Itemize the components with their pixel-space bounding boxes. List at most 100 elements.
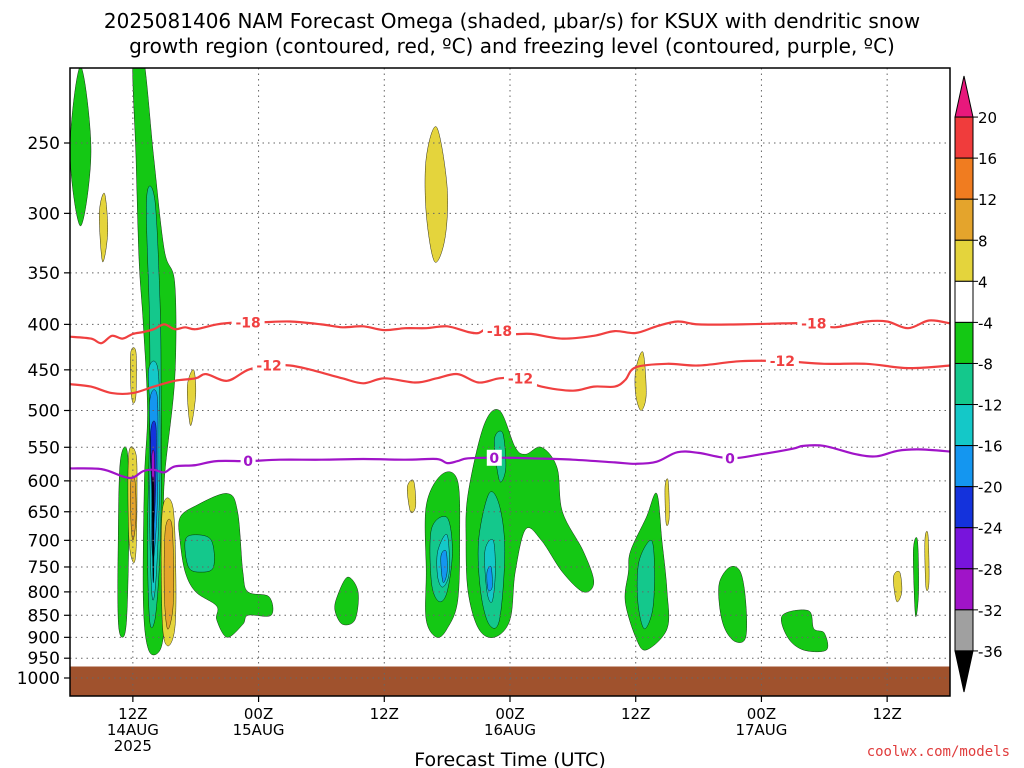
omega-area-18 (334, 576, 359, 626)
colorbar-label-12: -32 (978, 602, 1003, 620)
colorbar-label-1: 16 (978, 150, 997, 168)
x-axis-title: Forecast Time (UTC) (414, 749, 605, 768)
y-tick-label-800: 800 (28, 583, 60, 603)
colorbar-bin-0 (954, 75, 974, 118)
contour-label-bg-0-0 (231, 314, 265, 331)
contour-line-2 (70, 444, 950, 480)
y-tick-label-900: 900 (28, 628, 60, 648)
contour-line-1 (70, 359, 950, 396)
omega-area-19 (424, 126, 448, 263)
omega-shading (70, 68, 930, 656)
y-tick-label-250: 250 (28, 134, 60, 154)
colorbar-label-0: 20 (978, 109, 997, 127)
contour-label-0-2: -18 (801, 316, 826, 332)
contour-label-0-1: -18 (487, 324, 512, 340)
x-tick-label-1-0: 00Z (244, 705, 273, 723)
colorbar-label-3: 8 (978, 232, 988, 250)
omega-area-1 (99, 192, 108, 262)
colorbar-bin-4 (954, 239, 974, 282)
colorbar-label-5: -4 (978, 314, 993, 332)
contour-label-0-0: -18 (235, 315, 260, 331)
omega-area-38 (924, 530, 930, 592)
colorbar-label-7: -12 (978, 397, 1003, 415)
contour-label-1-1: -12 (508, 371, 533, 387)
contour-line-0 (70, 319, 950, 345)
y-tick-label-500: 500 (28, 402, 60, 422)
contour-lines: -18 -18 -18 -12 -12 -12 0 0 0 (70, 314, 950, 480)
colorbar-label-10: -24 (978, 520, 1003, 538)
colorbar-bin-13 (954, 609, 974, 652)
colorbar-bin-10 (954, 486, 974, 529)
x-tick-label-0-1: 14AUG (107, 721, 159, 739)
contour-label-bg-2-1 (486, 449, 502, 466)
contour-label-bg-2-0 (240, 453, 256, 470)
contour-label-bg-0-2 (797, 315, 831, 332)
x-tick-label-2-0: 12Z (370, 705, 399, 723)
colorbar-label-4: 4 (978, 273, 988, 291)
colorbar-bin-2 (954, 157, 974, 200)
y-tick-label-400: 400 (28, 315, 60, 335)
omega-area-17 (184, 534, 215, 573)
colorbar-label-11: -28 (978, 561, 1003, 579)
y-tick-label-450: 450 (28, 361, 60, 381)
colorbar-label-8: -16 (978, 438, 1003, 456)
omega-area-37 (913, 537, 919, 617)
terrain-layer (70, 665, 950, 696)
omega-area-15 (187, 369, 197, 426)
contour-label-2-2: 0 (725, 451, 735, 467)
colorbar-bin-1 (954, 116, 974, 159)
y-tick-label-550: 550 (28, 438, 60, 458)
omega-area-35 (781, 609, 829, 653)
y-axis: 2503003504004505005506006507007508008509… (17, 134, 70, 689)
chart-title-line-1: 2025081406 NAM Forecast Omega (shaded, μ… (103, 9, 921, 33)
omega-area-12 (130, 347, 137, 404)
omega-area-31 (636, 540, 655, 629)
colorbar-bin-7 (954, 362, 974, 406)
colorbar-bin-11 (954, 527, 974, 570)
omega-area-34 (718, 566, 747, 643)
contour-label-bg-0-1 (483, 323, 517, 340)
x-tick-label-5-0: 00Z (747, 705, 776, 723)
colorbar-label-6: -8 (978, 355, 993, 373)
y-tick-label-700: 700 (28, 531, 60, 551)
colorbar-bin-12 (954, 568, 974, 611)
contour-label-bg-2-2 (722, 450, 738, 467)
y-tick-label-600: 600 (28, 472, 60, 492)
colorbar-bin-3 (954, 198, 974, 241)
colorbar-label-2: 12 (978, 191, 997, 209)
x-tick-label-3-1: 16AUG (484, 721, 536, 739)
colorbar-bin-5 (954, 280, 974, 323)
omega-area-14 (163, 518, 174, 630)
y-tick-label-350: 350 (28, 264, 60, 284)
omega-area-28 (486, 566, 493, 592)
y-tick-label-950: 950 (28, 649, 60, 669)
colorbar-label-13: -36 (978, 643, 1003, 661)
colorbar-bin-6 (954, 321, 974, 364)
colorbar-bin-9 (954, 445, 974, 488)
omega-area-20 (407, 479, 417, 514)
contour-label-bg-1-2 (765, 353, 799, 370)
colorbar: 20 16 12 8 4 -4 -8 -12 -16 -20 -24 -28 -32 -36 (954, 75, 1003, 693)
y-tick-label-1000: 1000 (17, 669, 60, 689)
x-tick-label-1-1: 15AUG (233, 721, 285, 739)
contour-label-2-1: 0 (489, 451, 499, 467)
y-tick-label-650: 650 (28, 503, 60, 523)
contour-label-1-0: -12 (256, 359, 281, 375)
x-tick-label-4-0: 12Z (621, 705, 650, 723)
colorbar-label-9: -20 (978, 479, 1003, 497)
x-tick-label-0-0: 12Z (118, 705, 147, 723)
terrain-fill (70, 665, 950, 696)
contour-label-bg-1-0 (252, 357, 286, 374)
colorbar-bin-14 (954, 650, 974, 693)
omega-area-33 (664, 478, 670, 526)
credit-text: coolwx.com/models (866, 744, 1010, 760)
x-tick-label-0-2: 2025 (114, 737, 152, 755)
x-tick-label-6-0: 12Z (872, 705, 901, 723)
omega-area-16 (178, 493, 274, 638)
y-tick-label-750: 750 (28, 558, 60, 578)
contour-label-1-2: -12 (770, 354, 795, 370)
y-tick-label-300: 300 (28, 204, 60, 224)
omega-area-0 (70, 68, 92, 227)
y-tick-label-850: 850 (28, 606, 60, 626)
